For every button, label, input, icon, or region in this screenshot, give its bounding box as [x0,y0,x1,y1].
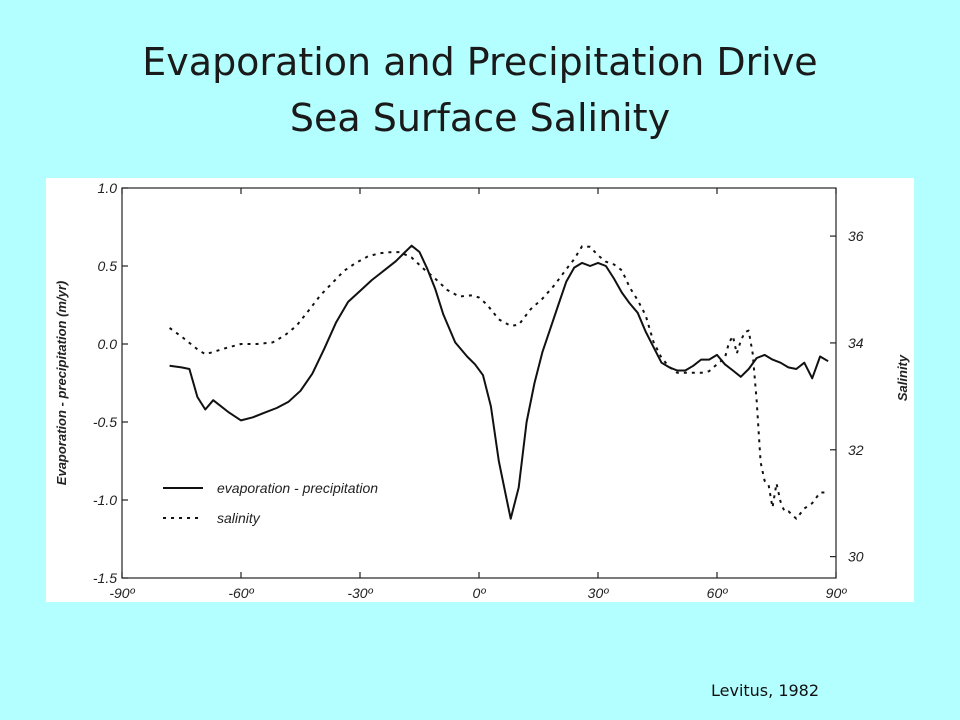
chart-legend: evaporation - precipitation salinity [163,480,378,526]
slide-title: Evaporation and Precipitation Drive Sea … [0,34,960,146]
x-tick-label: -30º [347,585,373,601]
y-right-tick-label: 34 [848,335,864,351]
y-left-tick-label: 1.0 [98,180,118,196]
series-line-salinity [169,245,829,520]
y-left-tick-label: 0.5 [98,258,118,274]
y-right-tick-label: 32 [848,442,864,458]
y-right-axis-title: Salinity [895,354,910,401]
y-left-axis-title: Evaporation - precipitation (m/yr) [54,281,69,485]
line-chart: -90º -60º -30º 0º 30º 60º 90º 1.0 0.5 0.0 -0.5 -1.0… [54,180,910,601]
y-left-tick-label: 0.0 [98,336,118,352]
y-right-tick-label: 36 [848,228,864,244]
y-left-tick-label: -1.0 [93,492,117,508]
x-tick-label: 30º [588,585,610,601]
slide-title-line-1: Evaporation and Precipitation Drive [142,40,818,84]
x-tick-label: 90º [826,585,848,601]
chart-panel: -90º -60º -30º 0º 30º 60º 90º 1.0 0.5 0.0 -0.5 -1.0… [46,178,914,602]
series-line-evaporation-precipitation [169,244,829,520]
y-left-tick-label: -0.5 [93,414,117,430]
y-right-tick-label: 30 [848,549,864,565]
legend-label-salinity: salinity [217,510,261,526]
legend-label-evaporation-precipitation: evaporation - precipitation [217,480,378,496]
x-tick-label: 60º [707,585,729,601]
x-tick-label: -90º [109,585,135,601]
y-left-tick-label: -1.5 [93,570,117,586]
x-tick-label: 0º [473,585,487,601]
slide-title-line-2: Sea Surface Salinity [289,96,671,140]
citation: Levitus, 1982 [711,681,820,700]
x-tick-label: -60º [228,585,254,601]
